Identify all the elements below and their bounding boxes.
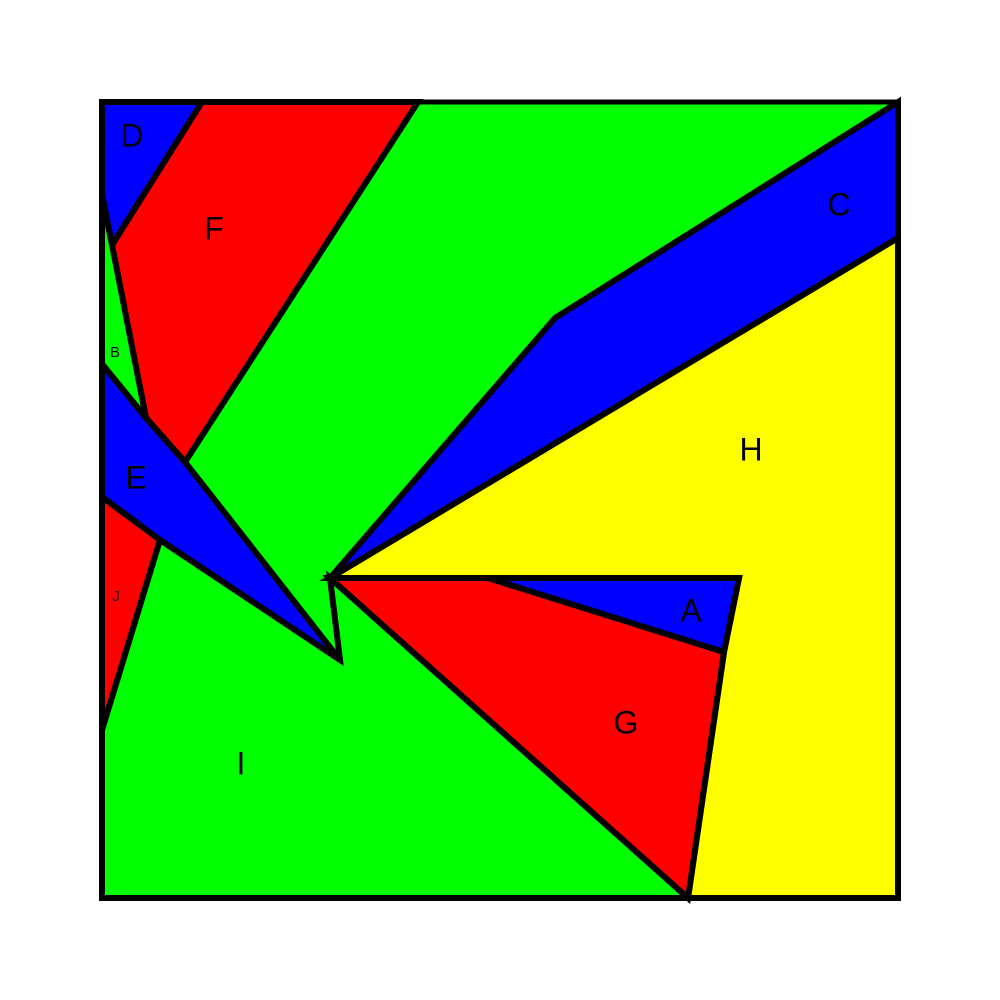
label-g: G [614,704,639,740]
label-e: E [125,459,146,495]
label-d: D [120,117,143,153]
label-i: I [237,745,246,781]
label-b: B [110,344,120,361]
label-j: J [112,588,120,605]
label-h: H [739,431,762,467]
map-border [99,99,901,901]
label-a: A [680,592,702,628]
label-f: F [204,210,224,246]
region-a [487,575,743,656]
label-c: C [827,186,850,222]
